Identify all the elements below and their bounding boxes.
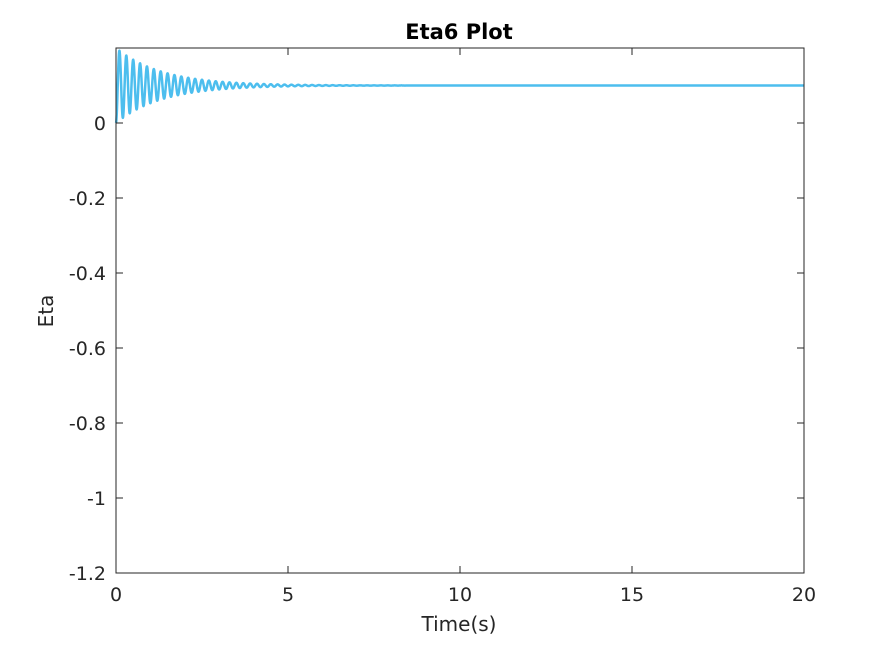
y-tick-label: -1.2 <box>69 563 106 585</box>
x-tick-label: 5 <box>282 584 294 606</box>
y-axis-label: Eta <box>34 295 58 328</box>
y-tick-label: -0.6 <box>69 338 106 360</box>
plot-background <box>116 48 804 573</box>
x-tick-label: 15 <box>620 584 644 606</box>
plot-area <box>116 48 804 573</box>
series-layer <box>114 49 806 124</box>
x-axis-label: Time(s) <box>421 612 497 636</box>
eta-series-line <box>114 49 806 124</box>
y-tick-label: -1 <box>87 488 106 510</box>
ticks-layer: 0 5 10 15 20 0 -0.2 -0.4 -0.6 -0.8 -1 -1.2 <box>69 48 816 606</box>
y-tick-label: -0.2 <box>69 188 106 210</box>
y-tick-label: -0.4 <box>69 263 106 285</box>
y-tick-label: -0.8 <box>69 413 106 435</box>
y-tick-label: 0 <box>94 113 106 135</box>
x-tick-label: 20 <box>792 584 816 606</box>
chart-title: Eta6 Plot <box>405 20 513 44</box>
x-tick-label: 10 <box>448 584 472 606</box>
x-tick-label: 0 <box>110 584 122 606</box>
